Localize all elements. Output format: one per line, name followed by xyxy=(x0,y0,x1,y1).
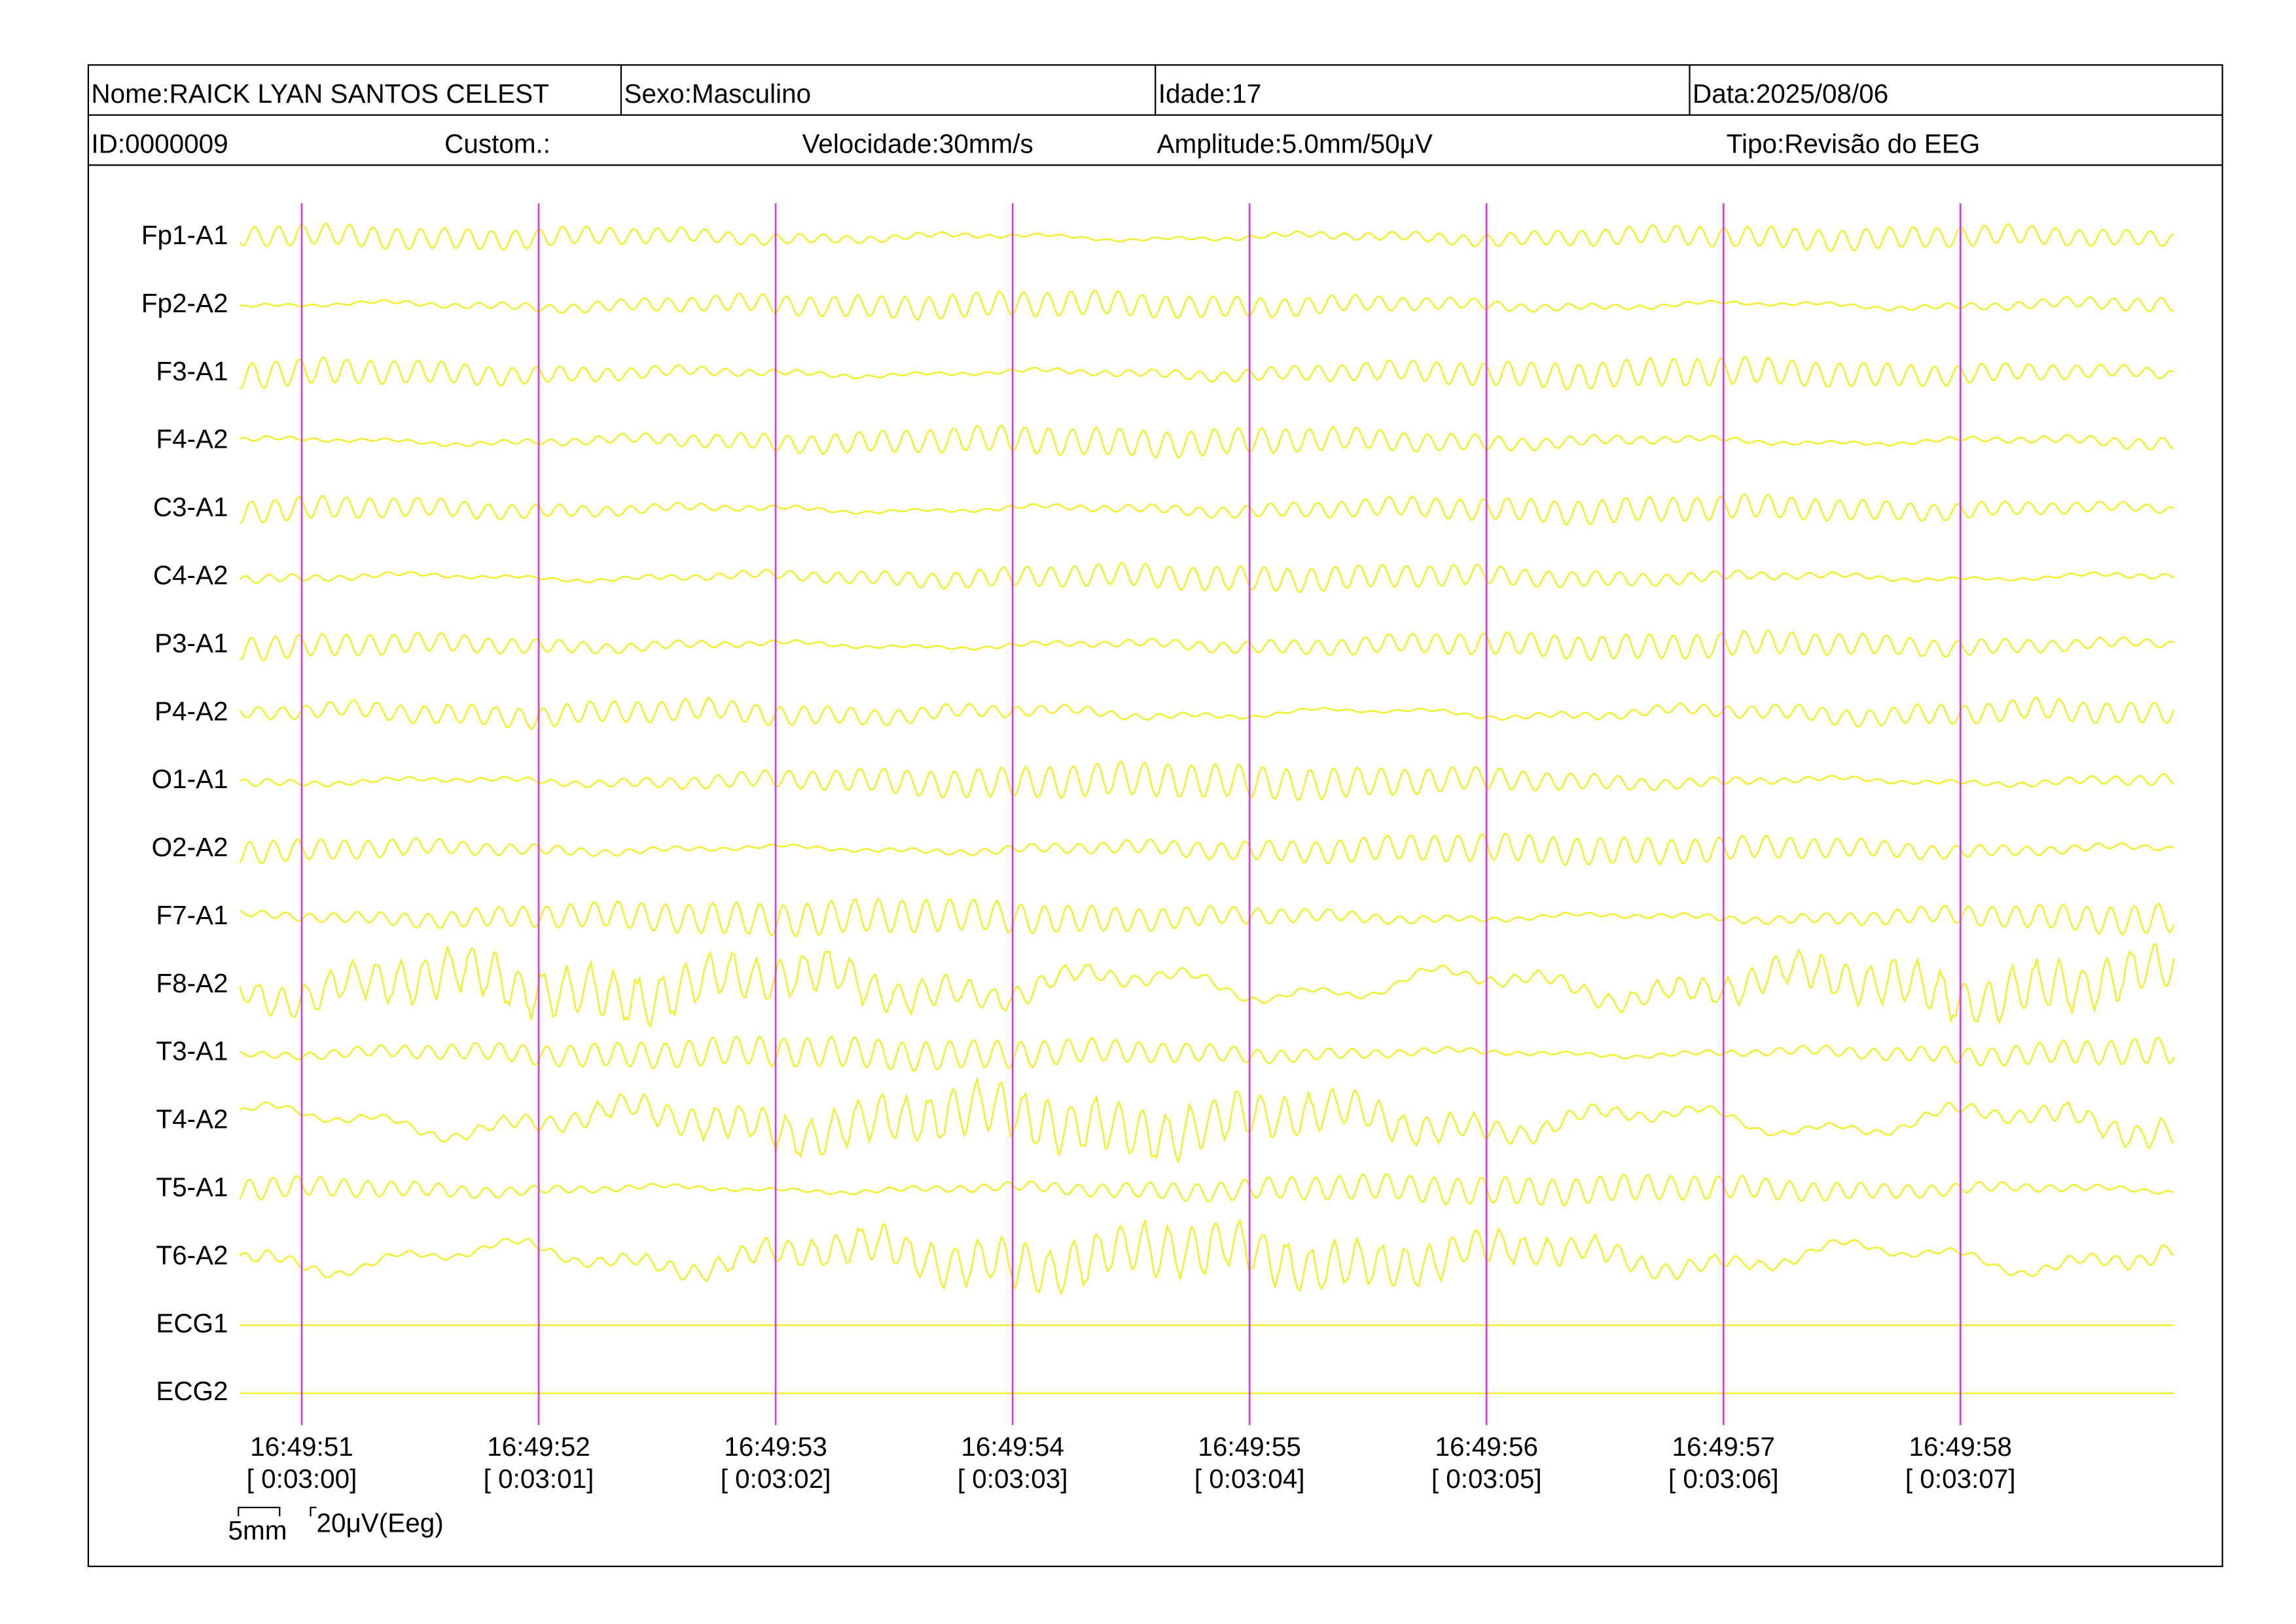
channel-label: T6-A2 xyxy=(156,1240,228,1270)
eeg-trace xyxy=(240,424,2174,460)
eeg-trace xyxy=(239,760,2175,801)
patient-name: Nome:RAICK LYAN SANTOS CELEST xyxy=(91,79,548,109)
exam-date: Data:2025/08/06 xyxy=(1693,79,1888,109)
channel-label: ECG2 xyxy=(156,1376,228,1406)
eeg-trace xyxy=(239,355,2174,391)
eeg-trace xyxy=(239,943,2175,1028)
scale-bar xyxy=(238,1506,281,1517)
eeg-trace xyxy=(240,897,2175,938)
channel-label: C3-A1 xyxy=(153,492,228,522)
clock-time: 16:49:57 xyxy=(1672,1432,1775,1462)
eeg-trace xyxy=(239,1173,2174,1208)
elapsed-time: [ 0:03:06] xyxy=(1668,1464,1779,1494)
channel-label: F8-A2 xyxy=(156,968,228,998)
eeg-trace xyxy=(239,629,2174,662)
channel-label: T4-A2 xyxy=(156,1104,228,1134)
clock-time: 16:49:52 xyxy=(487,1432,590,1462)
channel-label: C4-A2 xyxy=(153,560,228,590)
scale-length: 5mm xyxy=(228,1515,287,1545)
clock-time: 16:49:58 xyxy=(1909,1432,2013,1462)
patient-age: Idade:17 xyxy=(1158,79,1262,109)
channel-label: Fp2-A2 xyxy=(141,288,228,318)
channel-label: ECG1 xyxy=(156,1308,228,1338)
eeg-trace xyxy=(239,493,2174,526)
channel-label: P4-A2 xyxy=(154,696,228,726)
channel-label: T5-A1 xyxy=(156,1172,228,1202)
eeg-trace xyxy=(239,1218,2174,1295)
channel-label: F3-A1 xyxy=(156,356,228,386)
channel-label: F7-A1 xyxy=(156,900,228,930)
eeg-trace xyxy=(239,696,2175,731)
clock-time: 16:49:54 xyxy=(961,1432,1064,1462)
patient-id: ID:0000009 xyxy=(91,129,228,159)
channel-label: F4-A2 xyxy=(156,424,228,454)
traces xyxy=(239,222,2175,1394)
eeg-trace xyxy=(239,1075,2175,1164)
exam-type: Tipo:Revisão do EEG xyxy=(1727,129,1981,159)
channel-label: O2-A2 xyxy=(152,832,228,862)
eeg-trace xyxy=(239,562,2174,594)
eeg-trace xyxy=(239,833,2174,867)
elapsed-time: [ 0:03:02] xyxy=(721,1464,831,1494)
channel-label: O1-A1 xyxy=(152,764,228,794)
frame xyxy=(87,64,2223,1568)
clock-time: 16:49:56 xyxy=(1435,1432,1538,1462)
eeg-trace xyxy=(240,1035,2175,1072)
speed: Velocidade:30mm/s xyxy=(802,129,1033,159)
scale-bracket xyxy=(310,1506,317,1517)
amplitude: Amplitude:5.0mm/50μV xyxy=(1157,129,1432,159)
custom: Custom.: xyxy=(444,129,550,159)
clock-time: 16:49:55 xyxy=(1198,1432,1301,1462)
clock-time: 16:49:53 xyxy=(724,1432,827,1462)
channel-label: P3-A1 xyxy=(154,628,228,658)
eeg-trace xyxy=(240,289,2174,321)
eeg-trace xyxy=(239,222,2174,252)
elapsed-time: [ 0:03:03] xyxy=(958,1464,1068,1494)
channel-label: T3-A1 xyxy=(156,1036,228,1066)
elapsed-time: [ 0:03:04] xyxy=(1194,1464,1305,1494)
scale-amplitude: 20μV(Eeg) xyxy=(316,1508,443,1538)
elapsed-time: [ 0:03:05] xyxy=(1431,1464,1542,1494)
elapsed-time: [ 0:03:07] xyxy=(1905,1464,2016,1494)
elapsed-time: [ 0:03:01] xyxy=(484,1464,594,1494)
channel-label: Fp1-A1 xyxy=(141,220,228,250)
clock-time: 16:49:51 xyxy=(250,1432,353,1462)
patient-sex: Sexo:Masculino xyxy=(624,79,811,109)
elapsed-time: [ 0:03:00] xyxy=(247,1464,357,1494)
